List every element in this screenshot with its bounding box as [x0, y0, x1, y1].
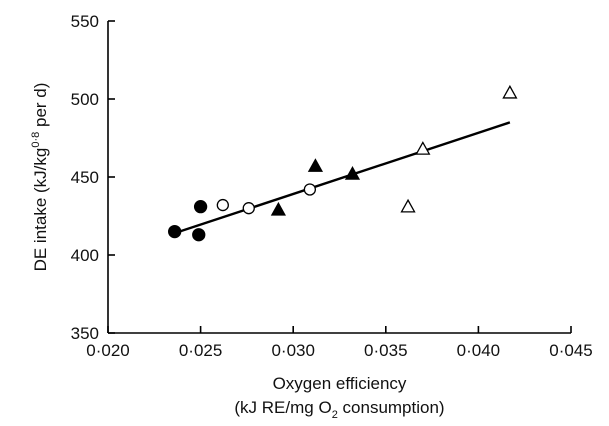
open-triangle-point — [415, 141, 431, 155]
open-triangle-point — [502, 84, 518, 99]
filled-triangle-point — [307, 158, 324, 172]
filled-circle-point — [168, 224, 182, 239]
axes — [107, 21, 571, 334]
filled-circle-point — [192, 228, 206, 242]
y-ticks: 350 400 450 500 550 — [71, 12, 115, 343]
x-tick-label: 0·040 — [457, 341, 500, 360]
x-tick-label: 0·035 — [364, 341, 407, 360]
open-circle-point — [303, 183, 317, 196]
y-tick-label: 550 — [71, 12, 99, 31]
regression-line — [174, 121, 511, 235]
x-tick-label: 0·025 — [179, 341, 222, 360]
y-axis-title: DE intake (kJ/kg0·8 per d) — [30, 83, 50, 272]
open-circle-point — [242, 202, 255, 215]
filled-triangle-point — [270, 201, 286, 216]
y-tick-label: 400 — [71, 246, 99, 265]
y-axis-title-unit: per d) — [31, 83, 50, 132]
x-axis-title-line2-rest: consumption) — [338, 398, 445, 417]
y-axis-title-superscript: 0·8 — [30, 132, 42, 148]
x-ticks: 0·020 0·025 0·030 0·035 0·040 0·045 — [86, 326, 593, 360]
y-axis-title-main: DE intake (kJ/kg — [31, 148, 50, 272]
y-tick-label: 500 — [71, 90, 99, 109]
filled-circle-point — [193, 199, 208, 214]
y-tick-label: 350 — [71, 324, 99, 343]
x-axis-title-line2-main: (kJ RE/mg O — [234, 398, 331, 417]
open-triangle-point — [400, 198, 416, 213]
x-tick-label: 0·020 — [86, 341, 129, 360]
x-tick-label: 0·045 — [549, 341, 592, 360]
y-tick-label: 450 — [71, 168, 99, 187]
x-axis-title-line2: (kJ RE/mg O2 consumption) — [234, 398, 444, 421]
filled-triangle-point — [344, 166, 361, 180]
x-axis-title-subscript: 2 — [332, 409, 338, 421]
x-tick-label: 0·030 — [271, 341, 314, 360]
x-axis-title-line1: Oxygen efficiency — [273, 374, 407, 393]
data-points — [168, 84, 518, 242]
regression-layer — [174, 121, 511, 235]
open-circle-point — [216, 198, 229, 212]
